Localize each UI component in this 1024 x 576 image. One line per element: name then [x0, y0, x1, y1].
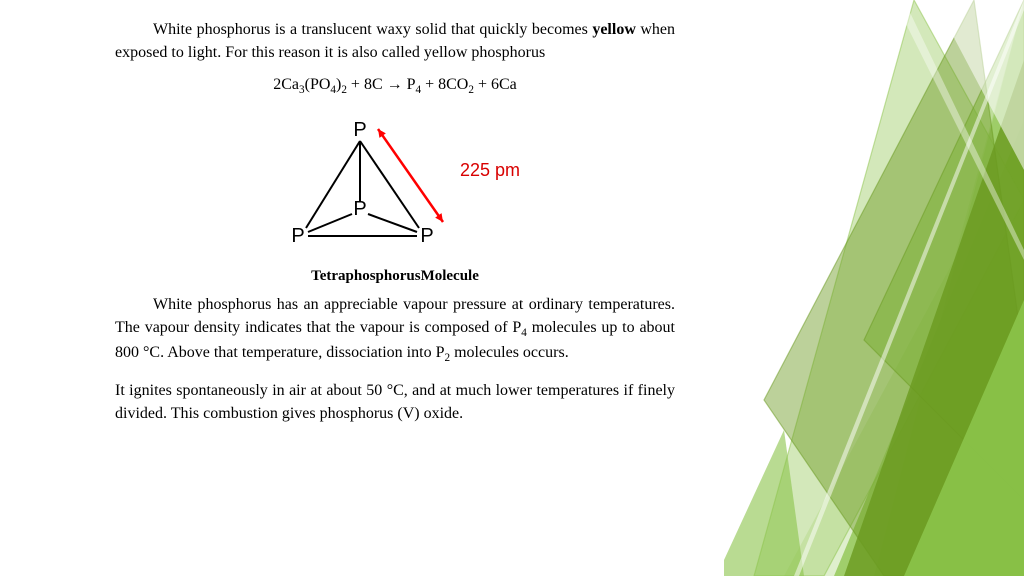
svg-text:P: P — [420, 225, 433, 247]
paragraph-2: White phosphorus has an appreciable vapo… — [115, 293, 675, 367]
svg-text:P: P — [291, 225, 304, 247]
eq-t5: + 8CO — [421, 76, 468, 93]
svg-text:P: P — [353, 119, 366, 141]
svg-text:P: P — [353, 198, 366, 220]
molecule-diagram: P P P P 225 pm TetraphosphorusMolecule — [115, 111, 675, 285]
eq-t1: 2Ca — [273, 76, 299, 93]
eq-t2: (PO — [305, 76, 331, 93]
p2-c: molecules occurs. — [450, 344, 569, 361]
chemical-equation: 2Ca3(PO4)2 + 8C → P4 + 8CO2 + 6Ca — [115, 76, 675, 96]
decorative-panel — [724, 0, 1024, 576]
p1-bold: yellow — [592, 21, 636, 38]
content-area: White phosphorus is a translucent waxy s… — [115, 18, 675, 437]
paragraph-3: It ignites spontaneously in air at about… — [115, 379, 675, 425]
svg-text:225 pm: 225 pm — [460, 160, 520, 180]
eq-t6: + 6Ca — [474, 76, 517, 93]
eq-t4: + 8C → P — [347, 76, 416, 93]
p1-text-a: White phosphorus is a translucent waxy s… — [153, 21, 592, 38]
paragraph-1: White phosphorus is a translucent waxy s… — [115, 18, 675, 64]
molecule-svg: P P P P 225 pm — [265, 111, 525, 261]
diagram-caption: TetraphosphorusMolecule — [115, 268, 675, 285]
